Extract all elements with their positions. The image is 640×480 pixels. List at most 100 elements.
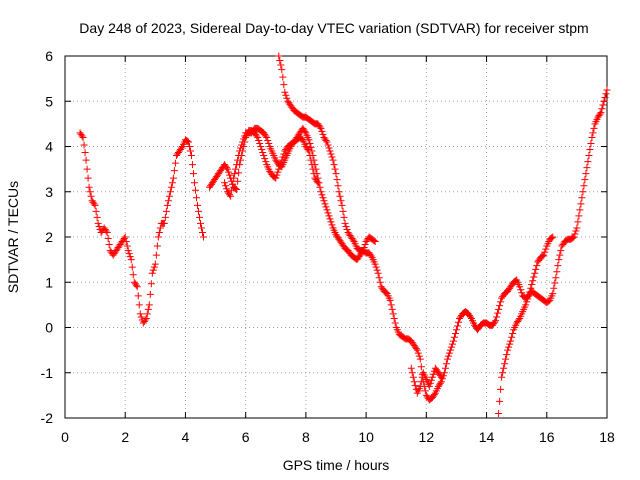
data-point-marker — [147, 280, 155, 288]
data-point-marker — [442, 360, 450, 368]
data-point-marker — [200, 233, 208, 241]
data-point-marker — [447, 343, 455, 351]
data-point-marker — [153, 242, 161, 250]
data-point-marker — [492, 317, 500, 325]
data-point-marker — [317, 188, 325, 196]
data-point-marker — [371, 260, 379, 268]
data-point-marker — [570, 233, 578, 241]
data-point-marker — [143, 310, 151, 318]
data-point-marker — [542, 245, 550, 253]
data-point-marker — [407, 364, 415, 372]
data-point-marker — [320, 197, 328, 205]
data-point-marker — [548, 234, 556, 242]
data-point-marker — [436, 372, 444, 380]
data-point-marker — [413, 346, 421, 354]
data-point-marker — [188, 161, 196, 169]
data-point-marker — [195, 213, 203, 221]
data-point-marker — [599, 101, 607, 109]
data-point-marker — [441, 364, 449, 372]
data-point-marker — [165, 192, 173, 200]
data-point-marker — [496, 397, 504, 405]
data-point-marker — [162, 207, 170, 215]
data-point-marker — [199, 228, 207, 236]
data-point-marker — [168, 179, 176, 187]
x-tick-label: 8 — [302, 429, 310, 445]
data-point-marker — [580, 182, 588, 190]
data-point-marker — [171, 159, 179, 167]
data-point-marker — [525, 292, 533, 300]
data-point-marker — [417, 363, 425, 371]
data-point-marker — [141, 316, 149, 324]
data-point-marker — [327, 150, 335, 158]
data-point-marker — [450, 333, 458, 341]
data-point-marker — [553, 268, 561, 276]
data-point-marker — [408, 369, 416, 377]
data-point-marker — [410, 378, 418, 386]
data-point-marker — [372, 263, 380, 271]
data-point-marker — [318, 191, 326, 199]
data-point-marker — [81, 149, 89, 157]
data-point-marker — [601, 93, 609, 101]
x-tick-label: 12 — [419, 429, 435, 445]
x-tick-label: 2 — [121, 429, 129, 445]
data-point-marker — [240, 135, 248, 143]
data-point-marker — [577, 200, 585, 208]
data-point-marker — [282, 91, 290, 99]
data-point-marker — [144, 305, 152, 313]
data-point-marker — [92, 207, 100, 215]
data-point-marker — [146, 290, 154, 298]
data-point-marker — [102, 227, 110, 235]
data-point-marker — [232, 185, 240, 193]
data-point-marker — [326, 215, 334, 223]
data-point-marker — [231, 170, 239, 178]
x-tick-label: 16 — [539, 429, 555, 445]
data-point-marker — [272, 174, 280, 182]
data-point-marker — [335, 188, 343, 196]
data-point-marker — [149, 266, 157, 274]
data-point-marker — [325, 144, 333, 152]
chart-title: Day 248 of 2023, Sidereal Day-to-day VTE… — [79, 20, 588, 36]
data-point-marker — [145, 301, 153, 309]
data-point-marker — [262, 158, 270, 166]
data-point-marker — [374, 269, 382, 277]
data-point-marker — [324, 141, 332, 149]
y-tick-label: 1 — [45, 274, 53, 290]
data-point-marker — [550, 284, 558, 292]
data-point-marker — [187, 152, 195, 160]
data-point-marker — [305, 136, 313, 144]
data-point-marker — [443, 355, 451, 363]
data-point-marker — [338, 201, 346, 209]
data-point-marker — [155, 228, 163, 236]
data-point-marker — [124, 247, 132, 255]
data-point-marker — [91, 201, 99, 209]
y-tick-label: -2 — [41, 410, 54, 426]
data-point-marker — [328, 221, 336, 229]
data-point-marker — [429, 370, 437, 378]
data-point-marker — [349, 236, 357, 244]
data-point-marker — [587, 139, 595, 147]
data-point-marker — [318, 127, 326, 135]
data-point-marker — [235, 169, 243, 177]
data-point-marker — [321, 200, 329, 208]
data-point-marker — [572, 227, 580, 235]
data-point-marker — [313, 170, 321, 178]
data-point-marker — [557, 247, 565, 255]
data-point-marker — [375, 274, 383, 282]
data-point-marker — [154, 233, 162, 241]
data-point-marker — [370, 237, 378, 245]
data-point-marker — [274, 168, 282, 176]
data-point-marker — [497, 385, 505, 393]
data-point-marker — [316, 183, 324, 191]
data-point-marker — [497, 298, 505, 306]
data-point-marker — [262, 132, 270, 140]
y-tick-label: -1 — [41, 365, 54, 381]
data-point-marker — [223, 185, 231, 193]
data-point-marker — [581, 176, 589, 184]
data-point-marker — [533, 262, 541, 270]
data-point-marker — [121, 233, 129, 241]
data-point-marker — [517, 286, 525, 294]
x-tick-label: 14 — [479, 429, 495, 445]
data-point-marker — [197, 219, 204, 227]
data-point-marker — [391, 319, 399, 327]
